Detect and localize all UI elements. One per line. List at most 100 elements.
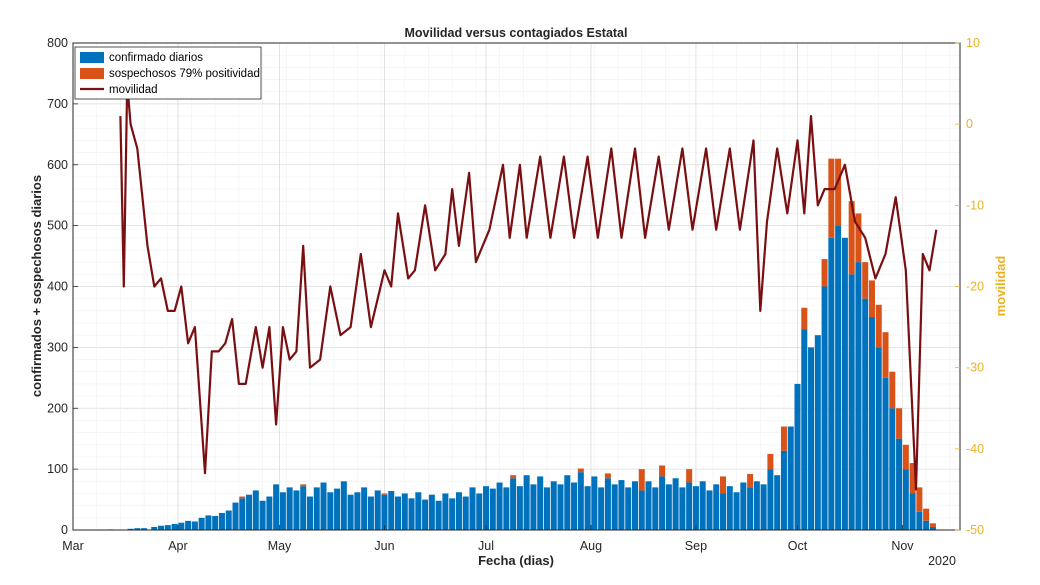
bar-confirmados [686,482,693,530]
bar-sospechosos [604,473,611,479]
bar-confirmados [266,496,273,530]
y2-tick-label: 10 [966,36,980,50]
bar-group [107,158,936,531]
legend-label-confirmados: confirmado diarios [109,52,203,64]
y-tick-label: 800 [47,36,68,50]
y-axis-left: 0 100 200 300 400 500 600 700 800 [47,36,78,537]
bar-confirmados [530,484,537,530]
bar-sospechosos [902,444,909,470]
bar-confirmados [320,482,327,530]
bar-confirmados [835,225,842,530]
y-axis-right: -50 -40 -30 -20 -10 0 10 [955,36,984,537]
bar-confirmados [225,510,232,530]
bar-confirmados [571,482,578,530]
x-tick-label: Jul [478,539,494,553]
y2-tick-label: -30 [966,361,984,375]
bar-confirmados [435,500,442,530]
bar-confirmados [753,481,760,530]
bar-confirmados [733,492,740,530]
bar-confirmados [198,517,205,530]
bar-sospechosos [300,484,307,487]
bar-sospechosos [855,213,862,263]
bar-confirmados [395,496,402,530]
y2-axis-label: movilidad [993,256,1008,317]
legend-swatch-sospechosos [80,68,104,79]
bar-confirmados [902,469,909,530]
legend-box [74,46,262,100]
bar-confirmados [178,522,185,530]
chart-title: Movilidad versus contagiados Estatal [405,26,628,40]
bar-confirmados [469,487,476,530]
bar-confirmados [347,494,354,530]
bar-confirmados [611,484,618,530]
bar-confirmados [286,487,293,530]
bar-sospechosos [638,469,645,491]
bar-sospechosos [868,280,875,317]
bar-confirmados [476,493,483,530]
bar-confirmados [557,484,564,530]
x-tick-label: Sep [685,539,707,553]
bar-confirmados [408,498,415,530]
y2-tick-label: -40 [966,442,984,456]
x-axis: Mar Apr May Jun Jul Aug Sep Oct Nov [62,525,914,553]
bar-confirmados [334,488,341,530]
bar-sospechosos [239,496,246,499]
bar-confirmados [577,472,584,530]
bar-confirmados [401,493,408,530]
bar-confirmados [259,500,266,530]
bar-confirmados [638,490,645,530]
bar-sospechosos [875,304,882,348]
bar-confirmados [361,487,368,530]
bar-confirmados [354,492,361,530]
bar-confirmados [591,476,598,530]
bar-confirmados [774,475,781,530]
bar-confirmados [171,523,178,530]
y-tick-label: 100 [47,462,68,476]
bar-sospechosos [801,307,808,330]
x-tick-label: Oct [788,539,808,553]
bar-confirmados [327,492,334,530]
bar-confirmados [598,487,605,530]
bar-confirmados [801,329,808,530]
bar-confirmados [740,482,747,530]
y2-tick-label: -10 [966,198,984,212]
bar-confirmados [550,481,557,530]
bar-confirmados [151,526,158,530]
bar-confirmados [868,316,875,530]
bar-confirmados [252,490,259,530]
bar-confirmados [510,478,517,530]
bar-confirmados [415,492,422,530]
bar-confirmados [134,528,141,530]
bar-confirmados [929,526,936,530]
bar-confirmados [537,476,544,530]
bar-confirmados [706,490,713,530]
bar-confirmados [794,383,801,530]
bar-confirmados [428,494,435,530]
bar-confirmados [191,521,198,530]
bar-sospechosos [896,408,903,439]
y-tick-label: 500 [47,219,68,233]
bar-confirmados [300,486,307,530]
bar-confirmados [306,496,313,530]
bar-confirmados [543,487,550,530]
bar-sospechosos [848,201,855,275]
bar-confirmados [618,480,625,530]
bar-sospechosos [747,473,754,488]
bar-confirmados [212,515,219,530]
bar-confirmados [808,347,815,530]
y2-tick-label: 0 [966,117,973,131]
bar-confirmados [713,484,720,530]
bar-confirmados [381,494,388,530]
bar-sospechosos [686,469,693,483]
bar-confirmados [584,486,591,530]
bar-sospechosos [916,487,923,512]
bar-confirmados [821,286,828,530]
bar-confirmados [604,478,611,530]
bar-confirmados [855,262,862,530]
bar-confirmados [848,274,855,530]
bar-confirmados [422,499,429,530]
bar-sospechosos [889,371,896,409]
legend-label-movilidad: movilidad [109,84,158,96]
y-tick-label: 600 [47,158,68,172]
